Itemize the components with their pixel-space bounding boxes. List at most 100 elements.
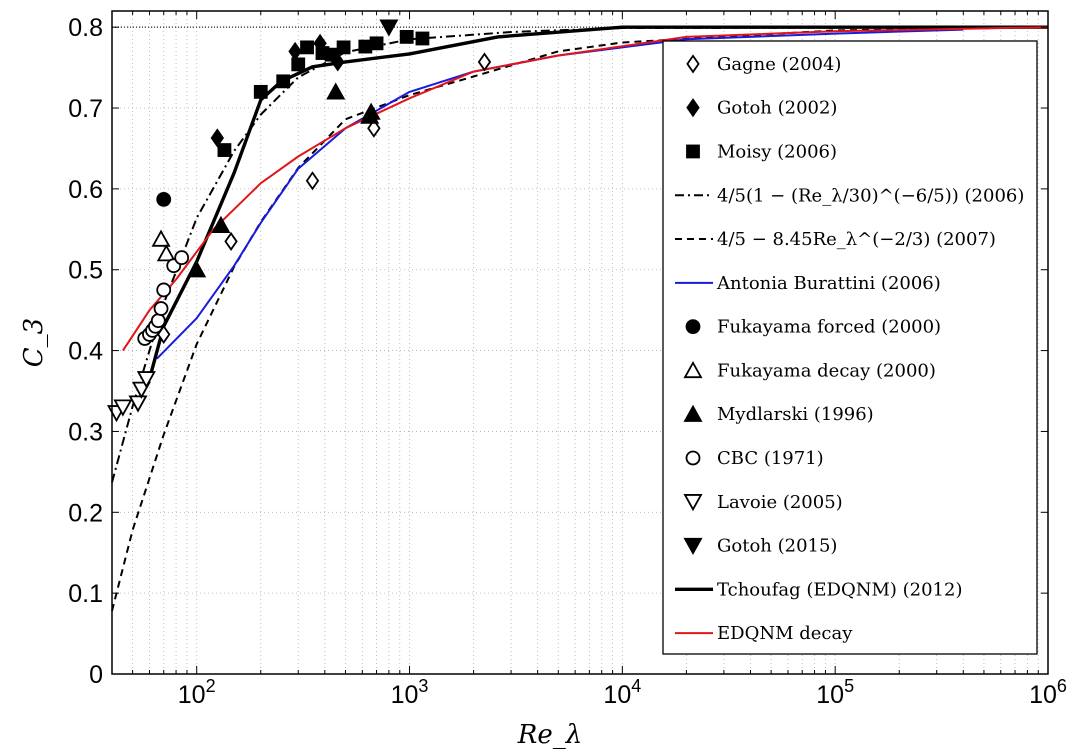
y-tick-label: 0.1 [68,580,103,608]
data-point [415,31,430,46]
legend-item: Fukayama decay (2000) [683,360,936,381]
legend-item: 4/5 − 8.45Re_λ^(−2/3) (2007) [675,229,996,250]
legend-item: Gotoh (2015) [683,536,837,557]
data-point [291,57,306,72]
legend-marker-swatch [686,54,700,74]
series-mydlarski-1996 [187,82,381,278]
data-point [326,82,346,100]
y-tick-label: 0.8 [68,14,103,42]
legend-label: Antonia Burattini (2006) [716,273,941,294]
data-point [399,29,414,44]
legend-marker-swatch [685,450,701,466]
data-point [367,118,381,138]
series-line [122,26,1049,352]
data-point [253,84,268,99]
y-tick-label: 0.5 [68,257,103,285]
data-point [156,282,172,298]
series-4-5-1-re-30-6-5-2006 [111,26,1049,483]
series-line [111,26,1049,612]
data-point [210,128,225,148]
series-line [156,28,964,360]
data-point [211,215,231,233]
legend-marker-swatch [685,319,701,335]
legend-marker-swatch [683,404,703,422]
x-tick-label: 103 [391,676,429,709]
data-point [369,36,384,51]
data-point [174,250,190,266]
data-point [113,399,133,417]
series-fukayama-forced-2000 [156,191,172,207]
data-point [128,395,148,413]
x-tick-label: 106 [1029,676,1067,709]
legend-item: Tchoufag (EDQNM) (2012) [675,579,962,600]
legend-marker-swatch [686,144,700,159]
y-tick-label: 0.2 [68,499,103,527]
y-tick-label: 0.7 [68,95,103,123]
legend-label: 4/5(1 − (Re_λ/30)^(−6/5)) (2006) [717,185,1024,206]
legend: Gagne (2004) Gotoh (2002) Moisy (2006) 4/5(… [662,40,1038,655]
legend-label: CBC (1971) [717,448,824,469]
series-gotoh-2015 [379,19,399,37]
legend-label: Fukayama forced (2000) [717,317,941,338]
legend-item: Lavoie (2005) [683,492,843,513]
legend-item: EDQNM decay [675,623,853,644]
legend-item: 4/5(1 − (Re_λ/30)^(−6/5)) (2006) [675,185,1024,206]
data-point [305,171,320,191]
y-tick-label: 0.4 [68,338,103,366]
data-point [156,244,176,262]
legend-marker-swatch [683,537,703,555]
legend-box [662,40,1038,655]
x-tick-label: 105 [816,676,854,709]
data-point [187,260,207,278]
legend-label: Gagne (2004) [717,54,841,75]
series-line [111,26,1049,483]
data-point [477,52,492,72]
data-point [156,191,172,207]
data-point [379,19,399,37]
series-fukayama-decay-2000 [151,229,176,262]
data-point [217,143,232,157]
y-tick-label: 0.3 [68,418,103,446]
y-axis-label: C_3 [19,318,49,367]
legend-item: Gagne (2004) [686,54,841,75]
legend-item: Moisy (2006) [686,141,837,162]
legend-label: EDQNM decay [717,623,853,644]
data-point [151,229,171,247]
legend-label: Mydlarski (1996) [717,404,874,425]
plot-series [106,19,1049,612]
legend-item: Antonia Burattini (2006) [675,273,941,294]
data-point [300,40,314,55]
legend-item: Fukayama forced (2000) [685,317,941,338]
legend-label: Gotoh (2015) [717,536,837,557]
legend-label: 4/5 − 8.45Re_λ^(−2/3) (2007) [717,229,996,250]
data-point [324,47,339,62]
x-tick-label: 102 [178,676,216,709]
legend-label: Lavoie (2005) [717,492,843,513]
series-moisy-2006 [217,29,430,157]
data-point [361,102,381,120]
data-point [136,371,156,389]
x-tick-label: 104 [603,676,641,709]
legend-item: CBC (1971) [685,448,824,469]
data-point [150,313,166,329]
y-tick-label: 0.6 [68,176,103,204]
x-axis-label: Re_λ [517,720,582,749]
legend-label: Moisy (2006) [717,141,837,162]
legend-label: Gotoh (2002) [717,98,837,119]
data-point [276,74,291,89]
y-tick-label: 0 [89,661,103,689]
series-gagne-2004 [157,52,492,344]
series-4-5-8-45re-2-3-2007 [111,26,1049,612]
data-point [288,41,302,61]
legend-label: Tchoufag (EDQNM) (2012) [717,579,962,600]
axis-ticks: 0 0.1 0.2 0.3 0.4 0.5 0.6 0.7 0.8 102 103 104 105 106 [68,11,1067,709]
legend-item: Gotoh (2002) [686,98,837,119]
series-cbc-1971 [137,250,190,346]
series-edqnm-decay [122,26,1049,352]
legend-item: Mydlarski (1996) [683,404,874,425]
legend-label: Fukayama decay (2000) [717,360,936,381]
plot-frame [111,10,1049,675]
series-antonia-burattini-2006 [156,28,964,360]
data-point [153,301,169,316]
